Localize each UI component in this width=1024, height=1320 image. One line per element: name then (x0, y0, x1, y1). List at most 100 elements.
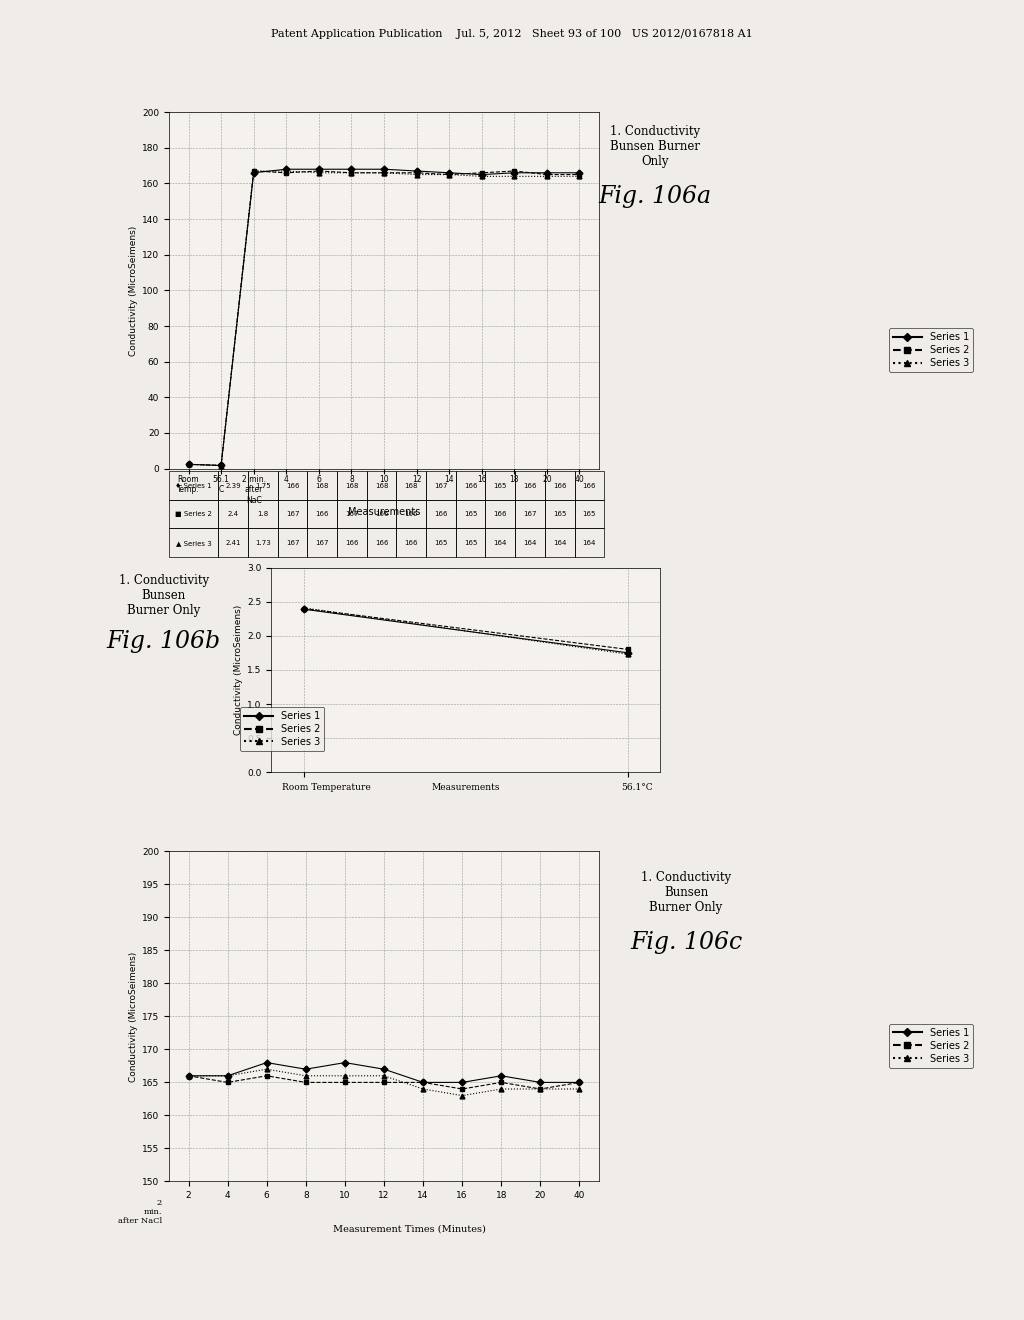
Text: 1.8: 1.8 (257, 511, 268, 517)
Series 2 (281, 165, 293, 181)
Text: 166: 166 (494, 511, 507, 517)
Text: 167: 167 (286, 511, 299, 517)
Line: Series 2: Series 2 (186, 169, 582, 467)
Text: 164: 164 (523, 540, 537, 545)
Series 1 (182, 1068, 195, 1084)
Text: Room Temperature: Room Temperature (282, 783, 371, 792)
Series 2 (182, 1068, 195, 1084)
Series 1 (215, 458, 227, 474)
Bar (456, 471, 485, 500)
Series 1 (281, 161, 293, 177)
Line: Series 1: Series 1 (186, 1060, 582, 1085)
Series 2 (260, 1068, 272, 1084)
Text: 2.41: 2.41 (225, 540, 241, 545)
Series 3 (221, 1068, 233, 1084)
Line: Series 1: Series 1 (186, 166, 582, 467)
Line: Series 3: Series 3 (186, 169, 582, 469)
Legend: Series 1, Series 2, Series 3: Series 1, Series 2, Series 3 (889, 1024, 973, 1068)
Series 3 (182, 1068, 195, 1084)
Series 3 (215, 458, 227, 474)
Bar (574, 528, 604, 557)
Series 2 (312, 164, 325, 180)
Bar (337, 500, 367, 528)
Bar (456, 528, 485, 557)
Text: 166: 166 (523, 483, 537, 488)
Text: 165: 165 (464, 511, 477, 517)
Series 3 (508, 169, 520, 185)
Series 2 (345, 165, 357, 181)
Bar (456, 500, 485, 528)
Text: 1.73: 1.73 (255, 540, 270, 545)
Y-axis label: Conductivity (MicroSeimens): Conductivity (MicroSeimens) (129, 226, 138, 355)
Series 3 (456, 1088, 468, 1104)
Text: 168: 168 (375, 483, 388, 488)
Bar (169, 528, 218, 557)
Y-axis label: Conductivity (MicroSeimens): Conductivity (MicroSeimens) (234, 605, 243, 735)
Bar (169, 500, 218, 528)
Bar (218, 500, 248, 528)
Series 1 (248, 165, 260, 181)
Bar (545, 471, 574, 500)
Bar (485, 528, 515, 557)
Text: 166: 166 (286, 483, 299, 488)
Text: 165: 165 (464, 540, 477, 545)
Bar (426, 471, 456, 500)
Bar (426, 500, 456, 528)
Y-axis label: Conductivity (MicroSeimens): Conductivity (MicroSeimens) (129, 952, 138, 1081)
Series 3 (573, 169, 586, 185)
Bar (218, 471, 248, 500)
Text: 165: 165 (494, 483, 507, 488)
Series 1 (339, 1055, 351, 1071)
Text: 166: 166 (404, 511, 418, 517)
Series 1 (378, 1061, 390, 1077)
Bar (307, 500, 337, 528)
Text: ▲ Series 3: ▲ Series 3 (176, 540, 212, 545)
Series 1 (417, 1074, 429, 1090)
Series 1 (182, 457, 195, 473)
Bar (248, 471, 278, 500)
Series 2 (508, 164, 520, 180)
Series 3 (248, 164, 260, 180)
Bar (278, 500, 307, 528)
Text: 1. Conductivity
Bunsen
Burner Only: 1. Conductivity Bunsen Burner Only (641, 871, 731, 915)
Legend: Series 1, Series 2, Series 3: Series 1, Series 2, Series 3 (889, 329, 973, 372)
Series 2 (215, 458, 227, 474)
Series 3 (281, 164, 293, 180)
Series 2 (339, 1074, 351, 1090)
Bar (307, 528, 337, 557)
Text: Patent Application Publication    Jul. 5, 2012   Sheet 93 of 100   US 2012/01678: Patent Application Publication Jul. 5, 2… (271, 29, 753, 40)
Series 2 (221, 1074, 233, 1090)
Bar (248, 528, 278, 557)
Series 3 (260, 1061, 272, 1077)
Bar (545, 528, 574, 557)
Text: 164: 164 (494, 540, 507, 545)
Bar (396, 471, 426, 500)
Series 3 (443, 166, 456, 182)
Line: Series 3: Series 3 (186, 1067, 582, 1098)
Text: 56.1°C: 56.1°C (622, 783, 653, 792)
Text: Measurement Times (Minutes): Measurement Times (Minutes) (333, 1225, 486, 1234)
Series 2 (573, 166, 586, 182)
Bar (337, 528, 367, 557)
Bar (367, 500, 396, 528)
Series 2 (378, 1074, 390, 1090)
X-axis label: Measurements: Measurements (348, 507, 420, 517)
Series 1 (541, 165, 553, 181)
Bar (278, 471, 307, 500)
Series 1 (312, 161, 325, 177)
Series 2 (573, 1074, 586, 1090)
Text: 167: 167 (434, 483, 447, 488)
Bar (248, 500, 278, 528)
Legend: Series 1, Series 2, Series 3: Series 1, Series 2, Series 3 (241, 708, 325, 751)
Series 2 (300, 1074, 312, 1090)
Text: 166: 166 (553, 483, 566, 488)
Bar (545, 500, 574, 528)
Series 2 (248, 164, 260, 180)
Text: 1. Conductivity
Bunsen Burner
Only: 1. Conductivity Bunsen Burner Only (610, 125, 700, 169)
Bar (515, 528, 545, 557)
Series 3 (182, 457, 195, 473)
Series 2 (541, 166, 553, 182)
Series 2 (378, 165, 390, 181)
Series 1 (443, 165, 456, 181)
Text: 166: 166 (375, 511, 388, 517)
